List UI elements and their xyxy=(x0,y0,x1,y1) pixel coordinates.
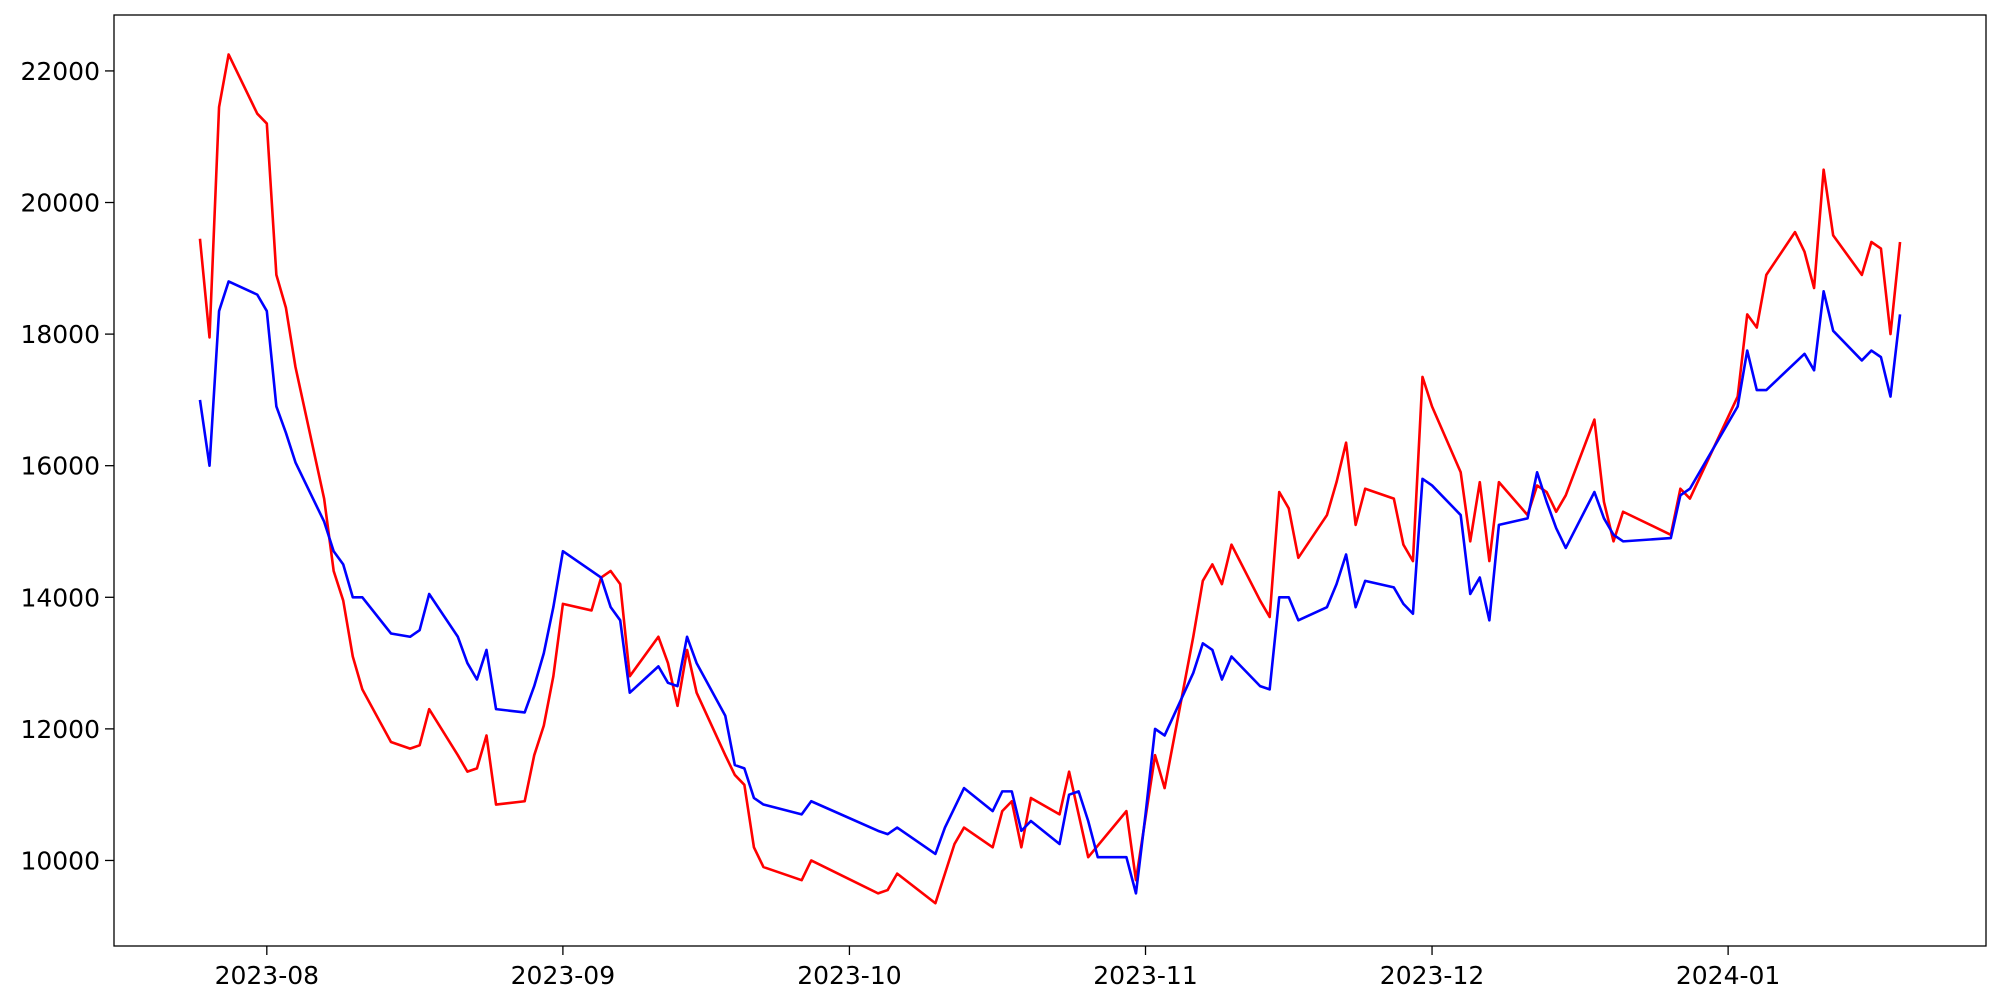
y-tick-label: 12000 xyxy=(20,715,100,744)
y-tick-label: 16000 xyxy=(20,452,100,481)
y-tick-label: 22000 xyxy=(20,57,100,86)
x-tick-label: 2024-01 xyxy=(1676,961,1780,990)
y-tick-label: 10000 xyxy=(20,846,100,875)
series-line xyxy=(198,53,1902,905)
x-tick-label: 2023-09 xyxy=(511,961,615,990)
y-tick-label: 20000 xyxy=(20,189,100,218)
x-tick-label: 2023-08 xyxy=(215,961,319,990)
y-tick-label: 14000 xyxy=(20,583,100,612)
y-tick-label: 18000 xyxy=(20,320,100,349)
x-tick-label: 2023-10 xyxy=(797,961,901,990)
plot-frame xyxy=(113,14,1987,947)
x-tick-label: 2023-12 xyxy=(1380,961,1484,990)
x-tick-label: 2023-11 xyxy=(1093,961,1197,990)
series-line xyxy=(198,280,1902,895)
